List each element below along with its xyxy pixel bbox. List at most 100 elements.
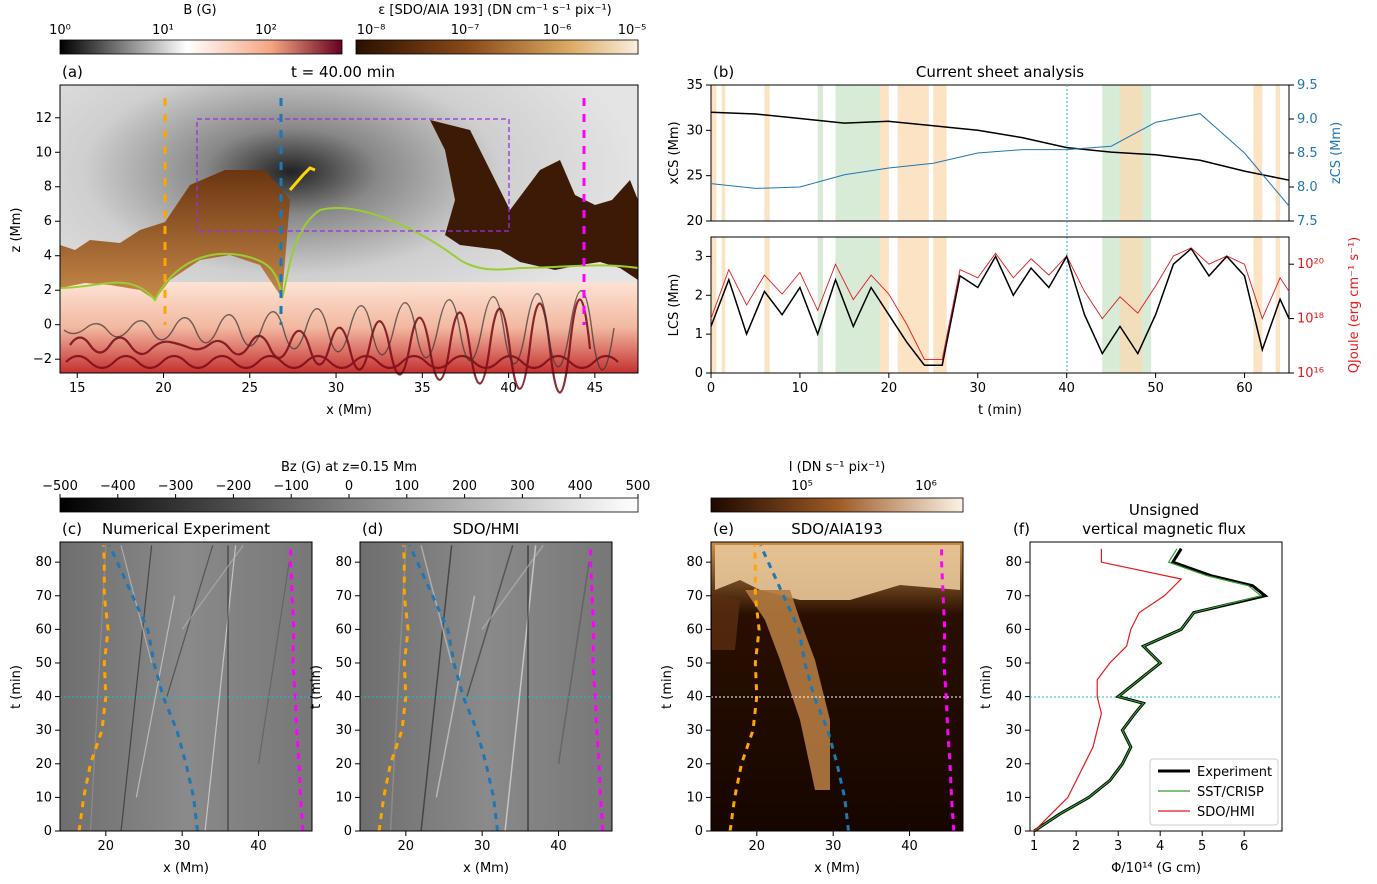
tick-label: 70 [1005,589,1022,604]
panel-a-xticks: 15 20 25 30 35 40 45 [69,373,603,396]
tick-label: 20 [398,839,415,854]
flux-line [1033,548,1183,832]
tick-label: 15 [69,381,86,396]
shaded-interval [835,237,880,373]
legend-label: SDO/HMI [1197,805,1255,820]
tick-label: 30 [474,839,491,854]
tick-label: 35 [686,78,703,93]
tick-label: 4 [44,249,52,264]
tick-label: 1 [695,327,703,342]
tick-label: 10 [686,790,703,805]
panel-b2-ylabel-right: QJoule (erg cm⁻¹ s⁻¹) [1347,237,1362,374]
tick-label: 50 [35,656,52,671]
tick-label: 10 [35,790,52,805]
panel-f-legend: Experiment SST/CRISP SDO/HMI [1149,758,1279,826]
tick-label: 60 [1005,622,1022,637]
track-line [408,544,499,832]
panel-b-top: (b) Current sheet analysis 20 25 30 35 7.5 8… [667,63,1344,373]
flux-line [1033,548,1263,832]
tick-label: 10 [335,790,352,805]
track-line [940,545,956,832]
colorbar-eps: ε [SDO/AIA 193] (DN cm⁻¹ s⁻¹ pix⁻¹) 10⁻⁸… [355,3,647,55]
flux-streak [135,595,176,798]
shaded-interval [933,237,947,373]
tick-label: 2 [1072,839,1080,854]
tick-label: 10 [792,381,809,396]
colorbar-b: B (G) 10⁰ 10¹ 10² [49,3,343,55]
tick-label: 8.0 [1297,180,1318,195]
tick-label: 20 [35,757,52,772]
tick-label: 0 [1014,824,1022,839]
colorbar-i: I (DN s⁻¹ pix⁻¹) 10⁵ 10⁶ [710,460,964,513]
panel-e-xlabel: x (Mm) [814,861,860,876]
panel-b2-xticks: 0 10 20 30 40 50 60 [707,373,1253,396]
shaded-interval [817,237,824,373]
flux-streak [466,545,514,697]
tick-label: 300 [510,479,535,494]
tick-label: 30 [328,381,345,396]
panel-b-title: Current sheet analysis [916,63,1084,81]
tick-label: 3 [695,249,703,264]
tick-label: −2 [33,352,52,367]
tick-label: 40 [35,690,52,705]
track-line [108,544,199,832]
colorbar-eps-label: ε [SDO/AIA 193] (DN cm⁻¹ s⁻¹ pix⁻¹) [378,3,612,18]
tick-label: 70 [35,589,52,604]
panel-d-tag: (d) [362,520,383,538]
shaded-interval [897,85,929,221]
panel-a-tag: (a) [62,63,83,81]
colorbar-eps-tick: 10⁻⁵ [618,23,647,38]
shaded-interval [764,237,770,373]
tick-label: 8.5 [1297,146,1318,161]
flux-streak [181,545,244,630]
tick-label: 30 [825,839,842,854]
tick-label: 8 [44,180,52,195]
panel-b2-ylabel-left: LCS (Mm) [667,274,682,337]
shaded-interval [721,85,726,221]
shaded-interval [879,85,889,221]
tick-label: 3 [1114,839,1122,854]
tick-label: 35 [414,381,431,396]
panel-a-xlabel: x (Mm) [326,403,372,418]
tick-label: 0 [345,479,353,494]
tick-label: 20 [1005,757,1022,772]
tick-label: 70 [686,589,703,604]
panel-a: (a) t = 40.00 min 15 20 25 30 35 40 45 −2 0 2 4 6 8… [9,63,639,418]
tick-label: 500 [626,479,651,494]
tick-label: 70 [335,589,352,604]
panel-a-yticks: −2 0 2 4 6 8 10 12 [33,111,60,367]
tick-label: 40 [500,381,517,396]
track-line [759,544,850,832]
tick-label: 30 [1005,723,1022,738]
tick-label: 25 [686,169,703,184]
tick-label: 10²⁰ [1297,257,1324,272]
tick-label: −300 [158,479,194,494]
tick-label: 60 [686,622,703,637]
shaded-interval [879,237,889,373]
track-line [728,545,761,832]
tick-label: 45 [587,381,604,396]
panel-c-title: Numerical Experiment [102,520,270,538]
colorbar-bz: Bz (G) at z=0.15 Mm −500 −400 −300 −200 −100… [42,460,651,513]
panel-f-xlabel: Φ/10¹⁴ (G cm) [1111,861,1201,876]
colorbar-i-tick: 10⁶ [915,479,937,494]
tick-label: 20 [686,757,703,772]
flux-streak [120,545,153,832]
panel-b-yticks-right: 7.5 8.0 8.5 9.0 9.5 [1289,78,1318,229]
tick-label: 40 [901,839,918,854]
panel-e-tag: (e) [713,520,734,538]
flux-streak [557,562,590,764]
zcs-line [710,113,1290,207]
panel-c-xlabel: x (Mm) [163,861,209,876]
tick-label: 20 [686,214,703,229]
flux-streak [120,545,153,664]
tick-label: 20 [881,381,898,396]
tick-label: 5 [1198,839,1206,854]
tick-label: 200 [452,479,477,494]
tick-label: 10¹⁸ [1297,312,1324,327]
panel-b-ylabel-right: zCS (Mm) [1329,122,1344,184]
colorbar-i-label: I (DN s⁻¹ pix⁻¹) [789,460,886,475]
panel-e: (e) SDO/AIA193 20 30 40 0 10 20 30 40 50 60 70 80 x… [660,520,964,876]
tick-label: 0 [44,824,52,839]
flux-streak [257,562,290,764]
